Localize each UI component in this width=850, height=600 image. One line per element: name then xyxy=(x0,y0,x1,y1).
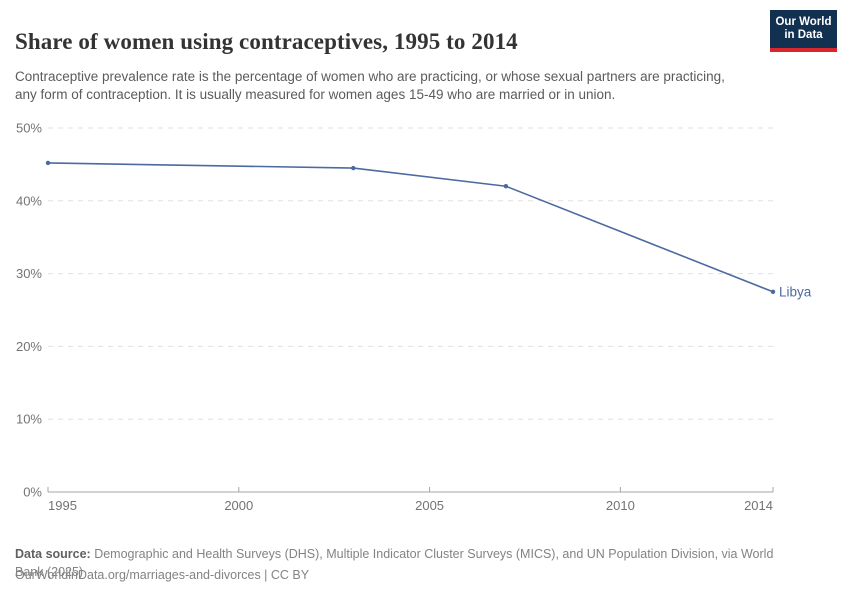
data-source-note: Data source: Demographic and Health Surv… xyxy=(15,545,787,582)
logo-line-1: Our World xyxy=(775,15,832,28)
data-point-marker[interactable] xyxy=(45,160,51,166)
chart-subtitle: Contraceptive prevalence rate is the per… xyxy=(15,68,725,103)
x-tick-label: 1995 xyxy=(48,498,77,513)
y-tick-label: 50% xyxy=(16,121,42,136)
logo-line-2: in Data xyxy=(784,29,823,41)
y-tick-label: 20% xyxy=(16,339,42,354)
x-tick-label: 2010 xyxy=(606,498,635,513)
line-chart: 0% 10% 20% 30% 40% 50% 1995 2000 2005 2010 2014 Lib… xyxy=(16,121,812,514)
data-point-marker[interactable] xyxy=(351,165,356,171)
y-tick-label: 10% xyxy=(16,412,42,427)
data-point-marker[interactable] xyxy=(770,289,776,294)
chart-title: Share of women using contraceptives, 199… xyxy=(15,29,518,55)
x-tick-label: 2000 xyxy=(224,498,253,513)
y-tick-label: 0% xyxy=(23,485,42,500)
series-end-label: Libya xyxy=(779,284,812,299)
data-source-label: Data source: xyxy=(15,546,91,561)
data-line[interactable] xyxy=(47,162,774,293)
y-tick-label: 30% xyxy=(16,266,42,281)
data-source-text: Demographic and Health Surveys (DHS), Mu… xyxy=(15,546,774,580)
x-tick-label: 2014 xyxy=(744,498,773,513)
y-tick-label: 40% xyxy=(16,193,42,208)
x-tick-label: 2005 xyxy=(415,498,444,513)
owid-citation-link[interactable]: OurWorldinData.org/marriages-and-divorce… xyxy=(15,568,310,582)
data-point-marker[interactable] xyxy=(503,184,509,189)
owid-logo[interactable]: Our World in Data xyxy=(770,10,837,52)
